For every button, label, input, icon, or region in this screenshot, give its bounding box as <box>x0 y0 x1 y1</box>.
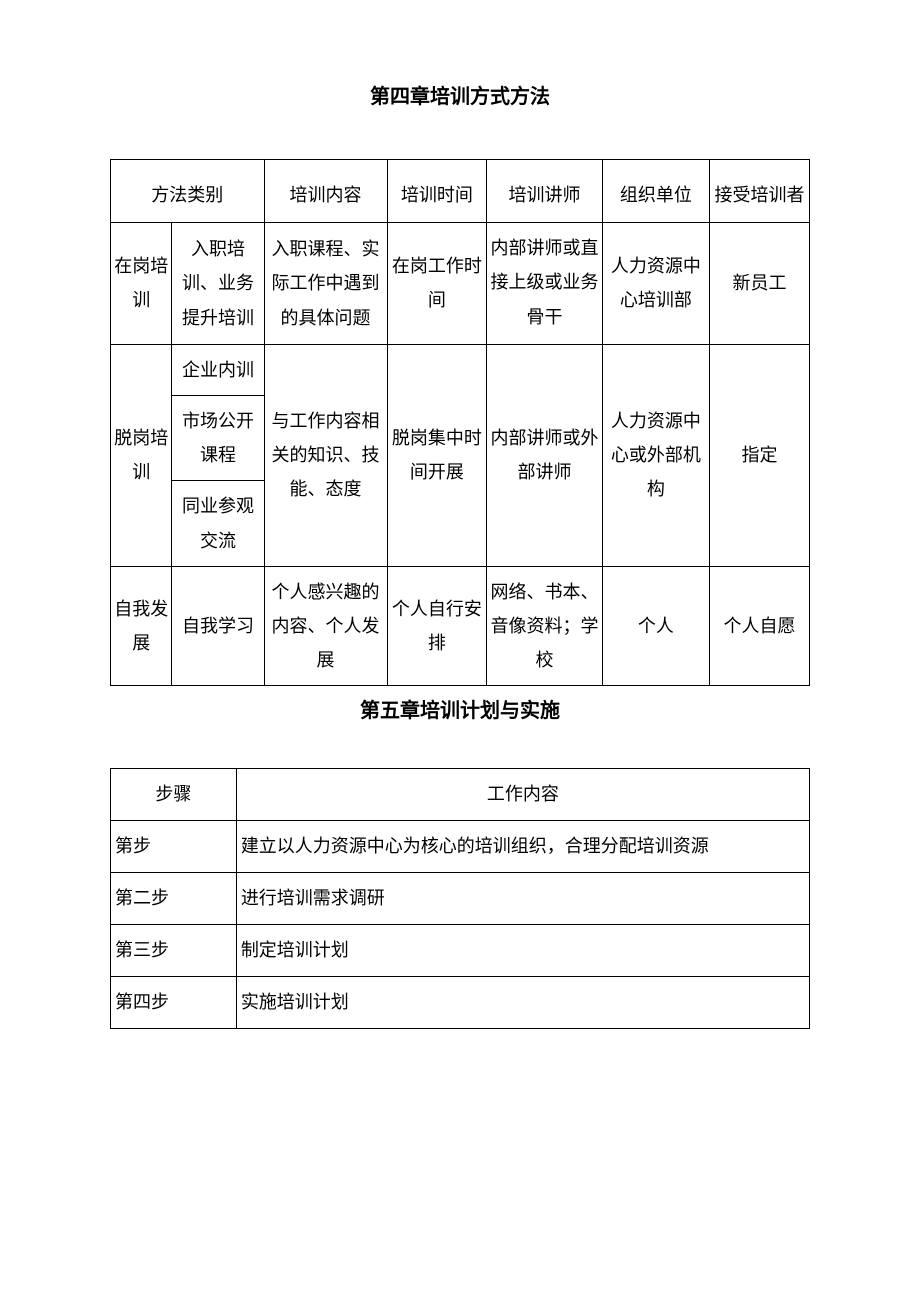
cell-content-1: 建立以人力资源中心为核心的培训组织，合理分配培训资源 <box>236 821 809 873</box>
training-plan-table: 步骤 工作内容 第步 建立以人力资源中心为核心的培训组织，合理分配培训资源 第二… <box>110 768 810 1029</box>
section-title-1: 第四章培训方式方法 <box>110 80 810 109</box>
cell-content-3: 个人感兴趣的内容、个人发展 <box>264 566 387 686</box>
table-header-row: 步骤 工作内容 <box>111 769 810 821</box>
table-row: 第三步 制定培训计划 <box>111 925 810 977</box>
header-step: 步骤 <box>111 769 237 821</box>
cell-content-3: 制定培训计划 <box>236 925 809 977</box>
header-instructor: 培训讲师 <box>487 160 602 223</box>
cell-content-2: 进行培训需求调研 <box>236 873 809 925</box>
cell-time-3: 个人自行安排 <box>387 566 487 686</box>
cell-content-1: 入职课程、实际工作中遇到的具体问题 <box>264 223 387 345</box>
cell-step-1: 第步 <box>111 821 237 873</box>
cell-content-2: 与工作内容相关的知识、技能、态度 <box>264 344 387 566</box>
cell-category-sub-2c: 同业参观交流 <box>172 481 264 566</box>
header-organizer: 组织单位 <box>602 160 710 223</box>
cell-trainee-2: 指定 <box>710 344 810 566</box>
cell-category-sub-3: 自我学习 <box>172 566 264 686</box>
header-trainee: 接受培训者 <box>710 160 810 223</box>
table-row: 第步 建立以人力资源中心为核心的培训组织，合理分配培训资源 <box>111 821 810 873</box>
table-header-row: 方法类别 培训内容 培训时间 培训讲师 组织单位 接受培训者 <box>111 160 810 223</box>
cell-category-sub-2b: 市场公开课程 <box>172 395 264 480</box>
cell-step-4: 第四步 <box>111 977 237 1029</box>
cell-instructor-3: 网络、书本、音像资料；学校 <box>487 566 602 686</box>
cell-category-main-2: 脱岗培训 <box>111 344 172 566</box>
header-work-content: 工作内容 <box>236 769 809 821</box>
cell-organizer-2: 人力资源中心或外部机构 <box>602 344 710 566</box>
cell-organizer-3: 个人 <box>602 566 710 686</box>
cell-category-sub-2a: 企业内训 <box>172 344 264 395</box>
table-row: 脱岗培训 企业内训 与工作内容相关的知识、技能、态度 脱岗集中时间开展 内部讲师… <box>111 344 810 395</box>
cell-step-2: 第二步 <box>111 873 237 925</box>
header-method-category: 方法类别 <box>111 160 265 223</box>
table-row: 第四步 实施培训计划 <box>111 977 810 1029</box>
table-row: 在岗培训 入职培训、业务提升培训 入职课程、实际工作中遇到的具体问题 在岗工作时… <box>111 223 810 345</box>
cell-content-4: 实施培训计划 <box>236 977 809 1029</box>
header-training-time: 培训时间 <box>387 160 487 223</box>
cell-time-1: 在岗工作时间 <box>387 223 487 345</box>
cell-trainee-1: 新员工 <box>710 223 810 345</box>
cell-step-3: 第三步 <box>111 925 237 977</box>
section-title-2: 第五章培训计划与实施 <box>110 694 810 723</box>
cell-trainee-3: 个人自愿 <box>710 566 810 686</box>
cell-category-main-1: 在岗培训 <box>111 223 172 345</box>
table-row: 第二步 进行培训需求调研 <box>111 873 810 925</box>
cell-instructor-1: 内部讲师或直接上级或业务骨干 <box>487 223 602 345</box>
header-training-content: 培训内容 <box>264 160 387 223</box>
cell-organizer-1: 人力资源中心培训部 <box>602 223 710 345</box>
cell-category-sub-1: 入职培训、业务提升培训 <box>172 223 264 345</box>
cell-instructor-2: 内部讲师或外部讲师 <box>487 344 602 566</box>
cell-category-main-3: 自我发展 <box>111 566 172 686</box>
table-row: 自我发展 自我学习 个人感兴趣的内容、个人发展 个人自行安排 网络、书本、音像资… <box>111 566 810 686</box>
cell-time-2: 脱岗集中时间开展 <box>387 344 487 566</box>
training-methods-table: 方法类别 培训内容 培训时间 培训讲师 组织单位 接受培训者 在岗培训 入职培训… <box>110 159 810 686</box>
